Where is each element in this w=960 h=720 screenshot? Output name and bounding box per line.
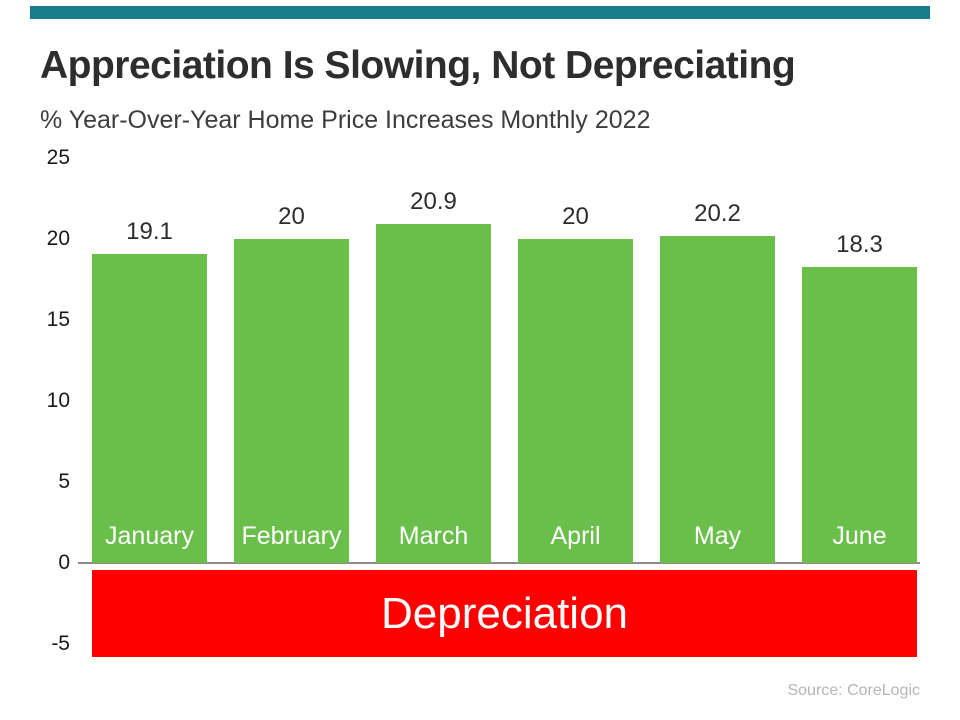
chart-subtitle: % Year-Over-Year Home Price Increases Mo… [40, 106, 651, 134]
bar: June [802, 266, 917, 563]
bar-column: 20 February [234, 150, 349, 563]
bar: March [376, 224, 491, 563]
y-axis-tick: 0 [58, 551, 70, 574]
bar-value-label: 18.3 [836, 230, 883, 258]
accent-top-bar [30, 6, 930, 19]
bar-category-label: March [398, 522, 469, 550]
y-axis-tick: -5 [51, 632, 70, 655]
x-axis-line [78, 562, 920, 564]
depreciation-label: Depreciation [380, 588, 629, 638]
bar-category-label: February [241, 522, 342, 550]
bar-column: 19.1 January [92, 150, 207, 563]
y-axis-tick: 20 [46, 227, 70, 250]
bar: January [92, 253, 207, 563]
bar-value-label: 20.2 [694, 199, 741, 227]
bar-column: 20 April [518, 150, 633, 563]
page-title: Appreciation Is Slowing, Not Depreciatin… [40, 44, 796, 87]
bar-category-label: April [550, 522, 601, 550]
bar-column: 20.2 May [660, 150, 775, 563]
bar-category-label: May [693, 522, 742, 550]
bar-column: 18.3 June [802, 150, 917, 563]
bar: February [234, 239, 349, 563]
bar-chart: 25 20 15 10 5 0 -5 19.1 January 20 February 20.9 Ma… [0, 146, 960, 670]
bar-category-label: June [832, 522, 887, 550]
depreciation-banner: Depreciation [92, 570, 917, 657]
y-axis-tick: 5 [58, 470, 70, 493]
y-axis-tick: 25 [46, 146, 70, 169]
bar-column: 20.9 March [376, 150, 491, 563]
bar-value-label: 20 [562, 203, 589, 230]
bars-layer: 19.1 January 20 February 20.9 March 20 April 20.… [92, 150, 917, 563]
y-axis-tick: 10 [46, 389, 70, 412]
bar: April [518, 239, 633, 563]
bar-category-label: January [105, 522, 194, 550]
source-attribution: Source: CoreLogic [787, 682, 920, 699]
bar-value-label: 19.1 [126, 217, 173, 245]
bar-value-label: 20 [278, 203, 305, 230]
bar-value-label: 20.9 [410, 188, 457, 216]
bar: May [660, 235, 775, 563]
y-axis-tick: 15 [46, 308, 70, 331]
